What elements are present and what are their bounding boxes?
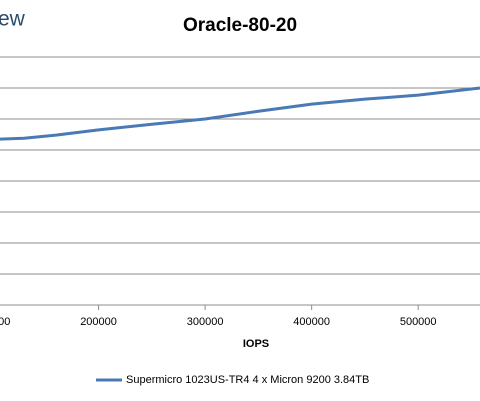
legend-label: Supermicro 1023US-TR4 4 x Micron 9200 3.… (126, 374, 369, 386)
chart-title: Oracle-80-20 (183, 15, 297, 36)
x-tick-label: 500000 (400, 316, 437, 328)
x-tick-label: 300000 (187, 316, 224, 328)
logo: ew (0, 8, 26, 31)
x-tick-label: 200000 (80, 316, 117, 328)
x-axis-label: IOPS (243, 338, 269, 350)
x-tick-label: 400000 (293, 316, 330, 328)
data-line (0, 86, 480, 141)
x-tick-label: 100000 (0, 316, 10, 328)
